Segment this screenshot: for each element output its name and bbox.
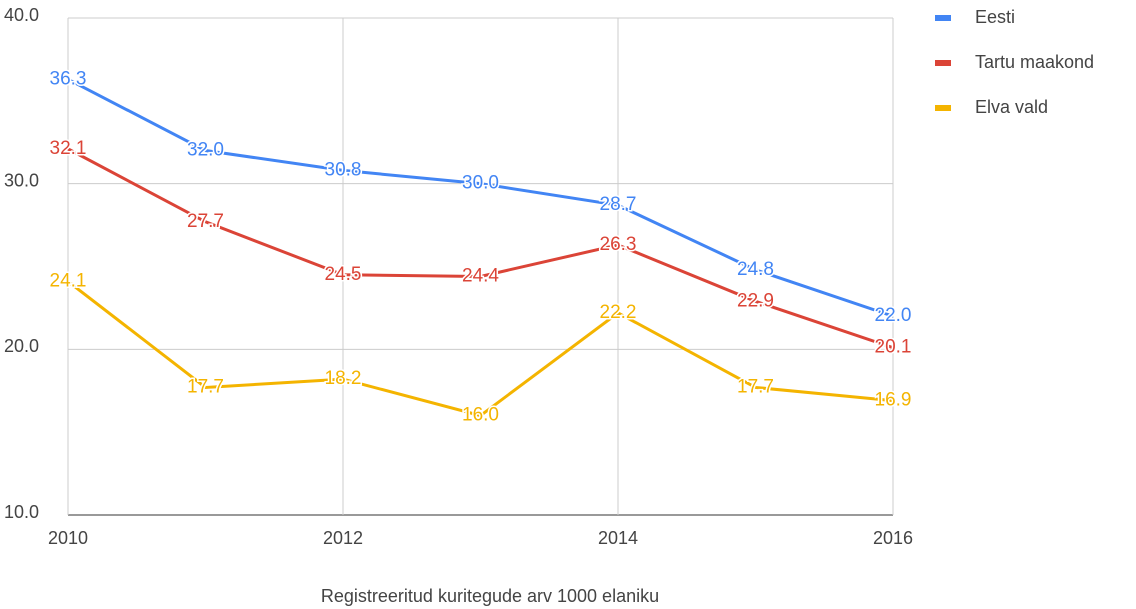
- data-label: 27.7: [187, 211, 224, 232]
- data-label: 24.1: [50, 270, 87, 291]
- y-tick-label: 10.0: [4, 502, 39, 522]
- data-label: 24.8: [737, 259, 774, 280]
- x-tick-label: 2012: [323, 528, 363, 548]
- data-label: 17.7: [737, 376, 774, 397]
- y-tick-label: 20.0: [4, 336, 39, 356]
- data-label: 32.1: [50, 138, 87, 159]
- legend-swatch: [935, 105, 951, 111]
- data-label: 30.8: [325, 159, 362, 180]
- y-tick-label: 30.0: [4, 170, 39, 190]
- series-line: [67, 147, 894, 350]
- data-label: 16.9: [875, 390, 912, 411]
- data-label: 24.4: [462, 265, 499, 286]
- data-label: 20.1: [875, 337, 912, 358]
- y-tick-label: 40.0: [4, 5, 39, 25]
- data-label: 16.0: [462, 405, 499, 426]
- data-label: 36.3: [50, 68, 87, 89]
- data-label: 26.3: [600, 234, 637, 255]
- legend-label: Tartu maakond: [975, 52, 1094, 72]
- series-line: [67, 280, 894, 418]
- data-label: 17.7: [187, 376, 224, 397]
- data-label: 28.7: [600, 194, 637, 215]
- x-tick-label: 2016: [873, 528, 913, 548]
- data-label: 30.0: [462, 173, 499, 194]
- series-line: [67, 77, 894, 318]
- x-tick-label: 2014: [598, 528, 638, 548]
- x-axis-label: Registreeritud kuritegude arv 1000 elani…: [321, 586, 659, 606]
- legend-label: Eesti: [975, 7, 1015, 27]
- legend-swatch: [935, 15, 951, 21]
- data-label: 22.2: [600, 302, 637, 323]
- data-label: 22.0: [875, 305, 912, 326]
- legend-label: Elva vald: [975, 97, 1048, 117]
- legend-swatch: [935, 60, 951, 66]
- data-label: 18.2: [325, 368, 362, 389]
- x-tick-label: 2010: [48, 528, 88, 548]
- data-label: 24.5: [325, 264, 362, 285]
- data-label: 22.9: [737, 290, 774, 311]
- data-label: 32.0: [187, 140, 224, 161]
